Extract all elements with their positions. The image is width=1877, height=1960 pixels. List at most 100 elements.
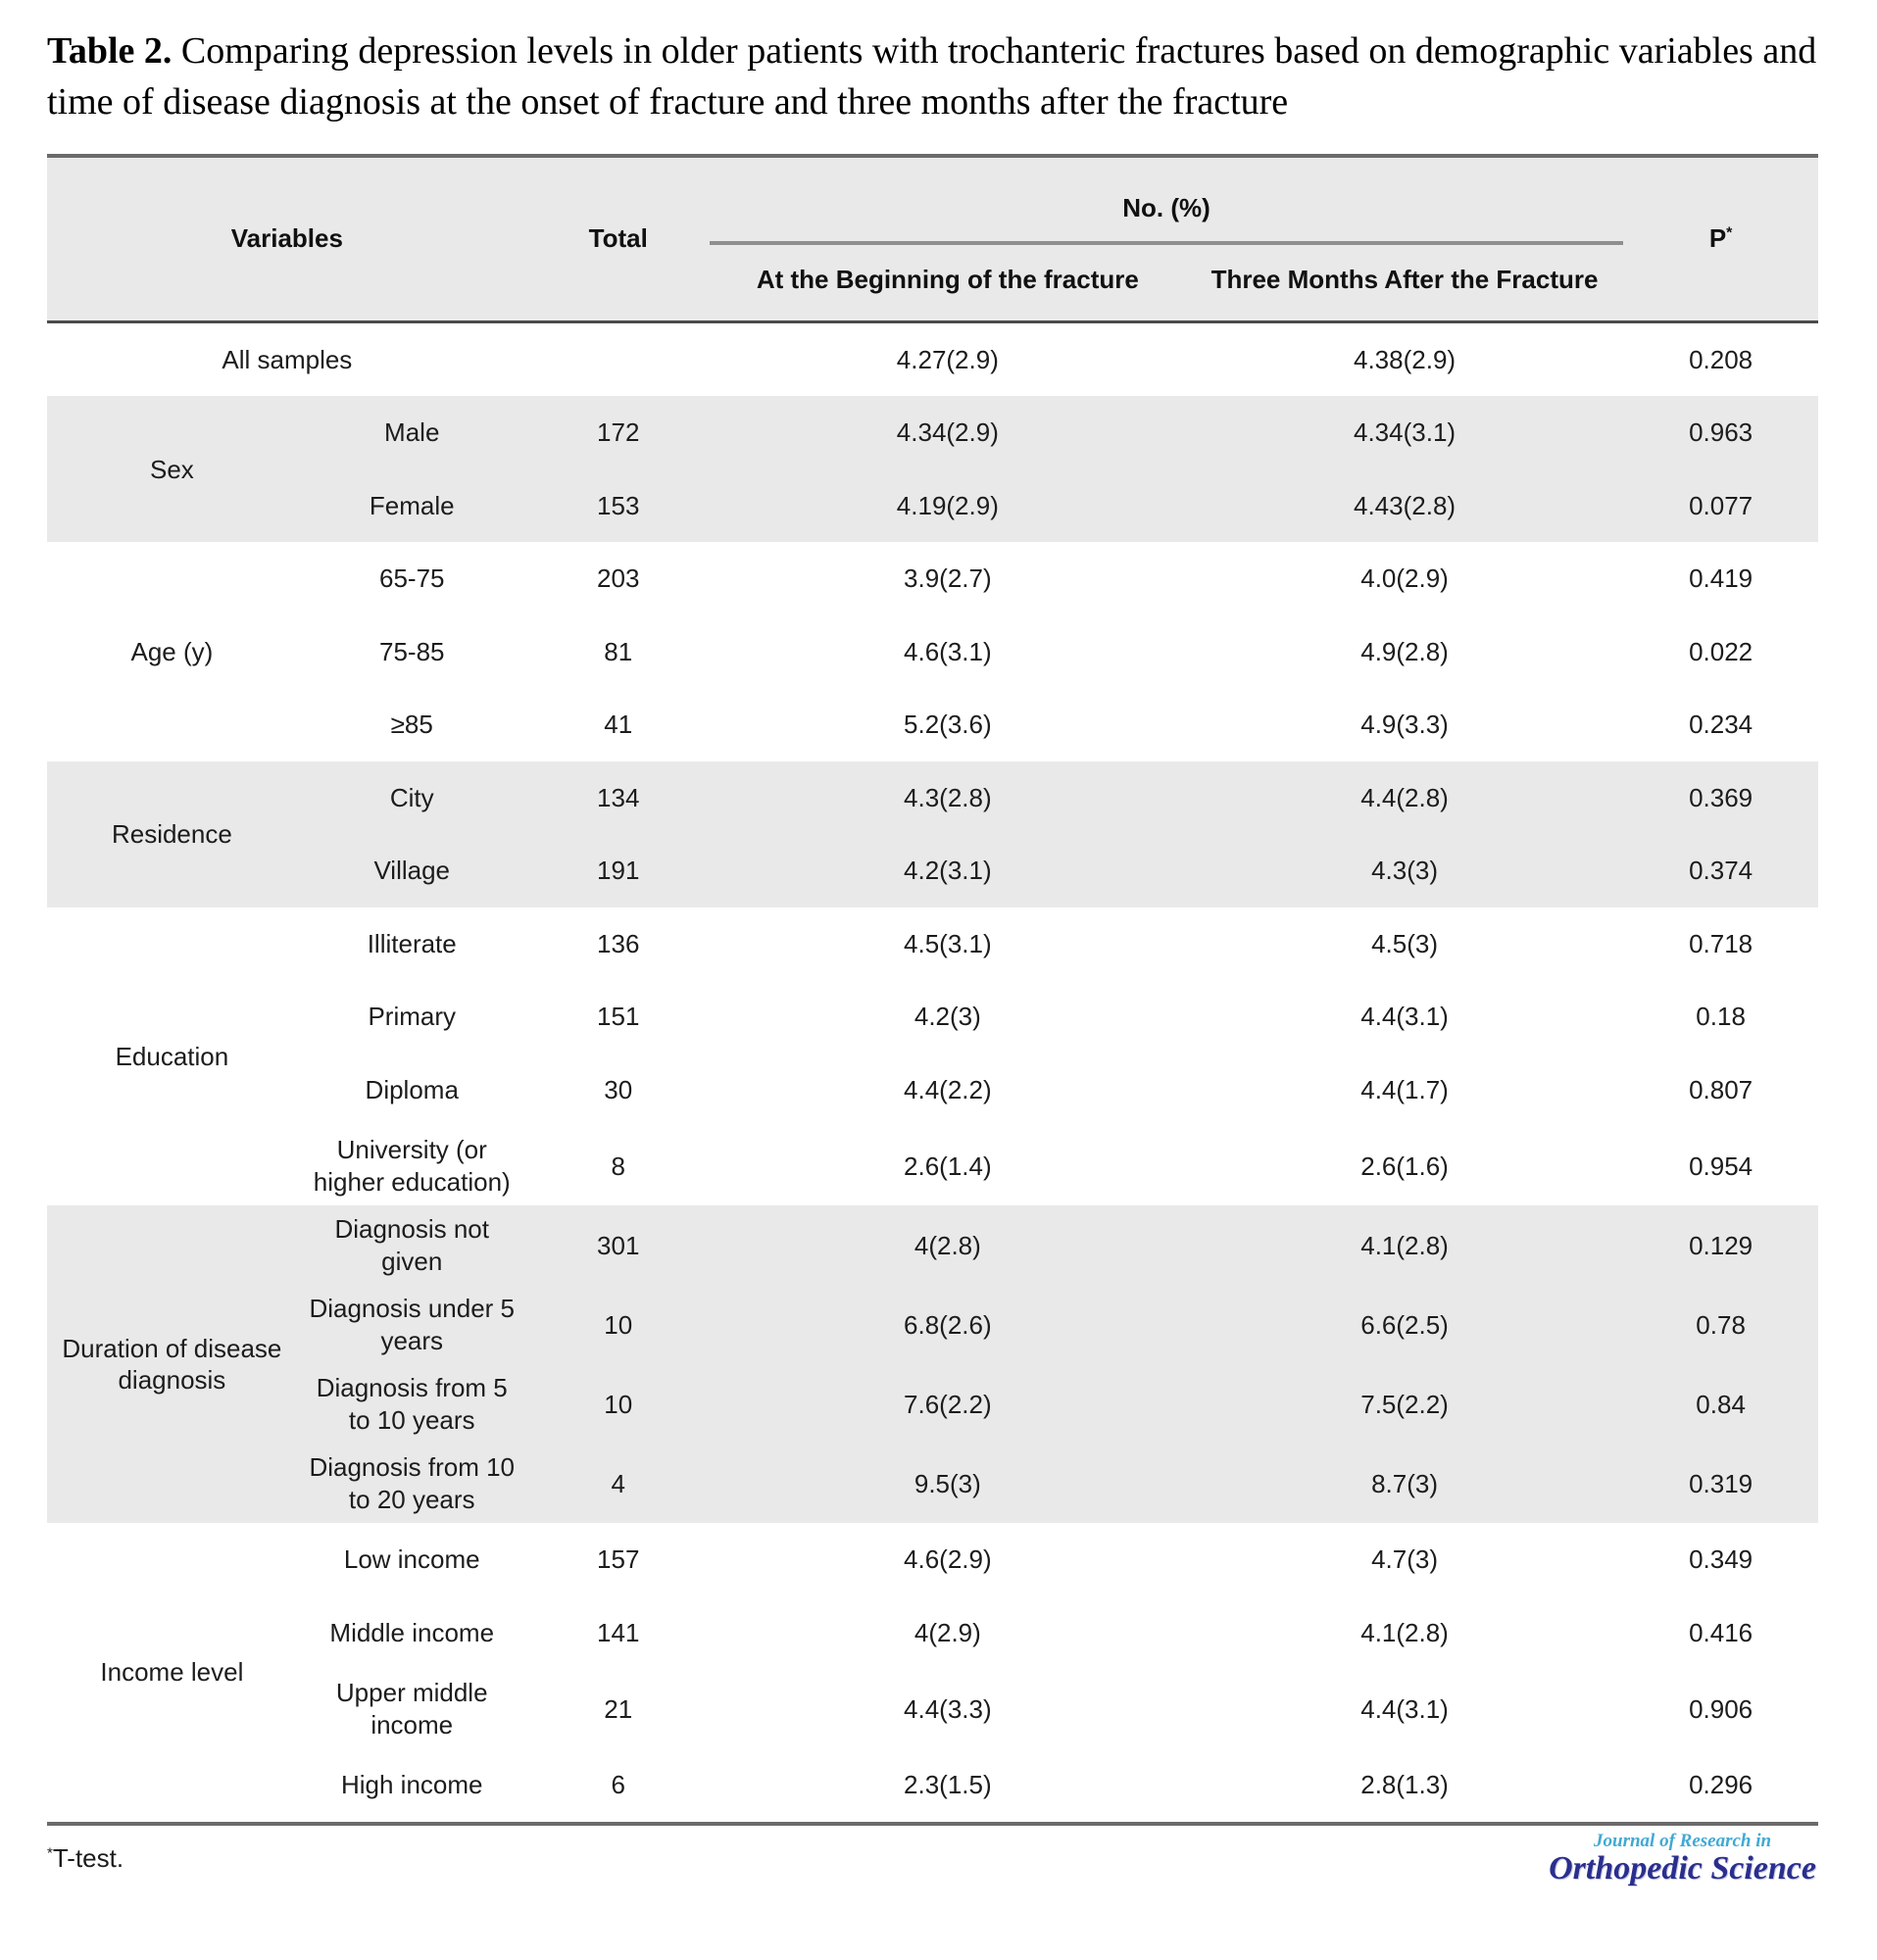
table-header-row-2: At the Beginning of the fracture Three M…: [47, 242, 1818, 323]
table-row: Upper middle income 21 4.4(3.3) 4.4(3.1)…: [47, 1669, 1818, 1749]
table-row: 75-85 81 4.6(3.1) 4.9(2.8) 0.022: [47, 614, 1818, 689]
table-row: Diagnosis from 10 to 20 years 4 9.5(3) 8…: [47, 1444, 1818, 1524]
cell-variable-group: Income level: [47, 1523, 297, 1824]
cell-beginning: 4(2.9): [709, 1595, 1186, 1670]
cell-total: 81: [526, 614, 710, 689]
cell-category: Diagnosis under 5 years: [296, 1285, 527, 1365]
cell-beginning: 3.9(2.7): [709, 542, 1186, 615]
cell-beginning: 7.6(2.2): [709, 1364, 1186, 1445]
cell-three-months: 4.0(2.9): [1185, 542, 1624, 615]
journal-logo-subtitle: Journal of Research in: [1594, 1830, 1772, 1851]
cell-category: University (or higher education): [296, 1126, 527, 1206]
cell-total: 21: [526, 1669, 710, 1749]
cell-category: Diagnosis from 10 to 20 years: [296, 1444, 527, 1524]
cell-category: Male: [296, 396, 527, 469]
cell-category: All samples: [47, 321, 527, 397]
cell-beginning: 9.5(3): [709, 1444, 1186, 1524]
cell-category: Diagnosis not given: [296, 1205, 527, 1286]
cell-variable-group: Duration of disease diagnosis: [47, 1205, 297, 1524]
cell-beginning: 4.27(2.9): [709, 321, 1186, 397]
table-caption: Comparing depression levels in older pat…: [47, 30, 1817, 123]
cell-beginning: 4.3(2.8): [709, 760, 1186, 835]
cell-beginning: 4.6(2.9): [709, 1523, 1186, 1596]
cell-category: Illiterate: [296, 906, 527, 981]
cell-p: 0.234: [1623, 688, 1818, 761]
header-p-asterisk: *: [1726, 224, 1733, 242]
cell-category: Village: [296, 834, 527, 907]
table-row: Primary 151 4.2(3) 4.4(3.1) 0.18: [47, 980, 1818, 1054]
table-row: Duration of disease diagnosis Diagnosis …: [47, 1205, 1818, 1524]
cell-beginning: 4.4(3.3): [709, 1669, 1186, 1749]
cell-variable-group: Age (y): [47, 542, 297, 761]
table-row: Diploma 30 4.4(2.2) 4.4(1.7) 0.807: [47, 1053, 1818, 1127]
cell-p: 0.022: [1623, 614, 1818, 689]
cell-total: 136: [526, 906, 710, 981]
cell-p: 0.349: [1623, 1523, 1818, 1596]
table-row: ≥85 41 5.2(3.6) 4.9(3.3) 0.234: [47, 688, 1818, 761]
cell-p: 0.374: [1623, 834, 1818, 907]
cell-category: Primary: [296, 980, 527, 1054]
cell-p: 0.129: [1623, 1205, 1818, 1286]
table-row: Female 153 4.19(2.9) 4.43(2.8) 0.077: [47, 468, 1818, 543]
cell-beginning: 6.8(2.6): [709, 1285, 1186, 1365]
cell-total: 10: [526, 1364, 710, 1445]
journal-logo-title: Orthopedic Science: [1549, 1849, 1816, 1886]
cell-beginning: 4.4(2.2): [709, 1053, 1186, 1127]
cell-total: 10: [526, 1285, 710, 1365]
table-number-label: Table 2.: [47, 30, 173, 72]
cell-total: 157: [526, 1523, 710, 1596]
header-total: Total: [526, 155, 710, 323]
journal-logo: Journal of Research in Orthopedic Scienc…: [1549, 1830, 1818, 1886]
cell-p: 0.906: [1623, 1669, 1818, 1749]
cell-three-months: 4.4(3.1): [1185, 980, 1624, 1054]
cell-three-months: 4.9(2.8): [1185, 614, 1624, 689]
cell-three-months: 4.1(2.8): [1185, 1205, 1624, 1286]
table-header: Variables Total No. (%) P* At the Beginn…: [47, 155, 1818, 323]
cell-p: 0.369: [1623, 760, 1818, 835]
cell-three-months: 4.43(2.8): [1185, 468, 1624, 543]
cell-p: 0.954: [1623, 1126, 1818, 1206]
footnote: *T-test.: [47, 1830, 123, 1874]
cell-total: 172: [526, 396, 710, 469]
cell-total: 30: [526, 1053, 710, 1127]
header-no-pct: No. (%): [709, 155, 1624, 245]
cell-variable-group: Sex: [47, 396, 297, 543]
cell-three-months: 4.3(3): [1185, 834, 1624, 907]
table-footer: *T-test. Journal of Research in Orthoped…: [47, 1826, 1818, 1886]
footnote-asterisk: *: [47, 1844, 53, 1862]
table-row: Residence City 134 4.3(2.8) 4.4(2.8) 0.3…: [47, 760, 1818, 907]
cell-three-months: 4.9(3.3): [1185, 688, 1624, 761]
cell-variable-group: Education: [47, 906, 297, 1206]
cell-category: Low income: [296, 1523, 527, 1596]
header-p-label: P: [1708, 223, 1727, 254]
cell-total: 203: [526, 542, 710, 615]
cell-p: 0.78: [1623, 1285, 1818, 1365]
cell-category: 75-85: [296, 614, 527, 689]
cell-three-months: 4.34(3.1): [1185, 396, 1624, 469]
cell-three-months: 2.8(1.3): [1185, 1748, 1624, 1824]
cell-beginning: 4.5(3.1): [709, 906, 1186, 981]
cell-category: 65-75: [296, 542, 527, 615]
cell-three-months: 4.4(1.7): [1185, 1053, 1624, 1127]
table-row: Sex Male 172 4.34(2.9) 4.34(3.1) 0.963: [47, 396, 1818, 543]
cell-p: 0.077: [1623, 468, 1818, 543]
cell-p: 0.963: [1623, 396, 1818, 469]
cell-total: [526, 321, 710, 397]
cell-three-months: 6.6(2.5): [1185, 1285, 1624, 1365]
cell-p: 0.807: [1623, 1053, 1818, 1127]
cell-p: 0.416: [1623, 1595, 1818, 1670]
cell-p: 0.319: [1623, 1444, 1818, 1524]
cell-total: 41: [526, 688, 710, 761]
page-title: Table 2. Comparing depression levels in …: [47, 25, 1822, 128]
cell-category: Upper middle income: [296, 1669, 527, 1749]
cell-total: 6: [526, 1748, 710, 1824]
cell-three-months: 2.6(1.6): [1185, 1126, 1624, 1206]
table-row: Income level Low income 157 4.6(2.9) 4.7…: [47, 1523, 1818, 1824]
cell-total: 134: [526, 760, 710, 835]
cell-three-months: 4.38(2.9): [1185, 321, 1624, 397]
cell-beginning: 5.2(3.6): [709, 688, 1186, 761]
cell-beginning: 4.2(3.1): [709, 834, 1186, 907]
table-row: University (or higher education) 8 2.6(1…: [47, 1126, 1818, 1206]
cell-three-months: 4.4(3.1): [1185, 1669, 1624, 1749]
